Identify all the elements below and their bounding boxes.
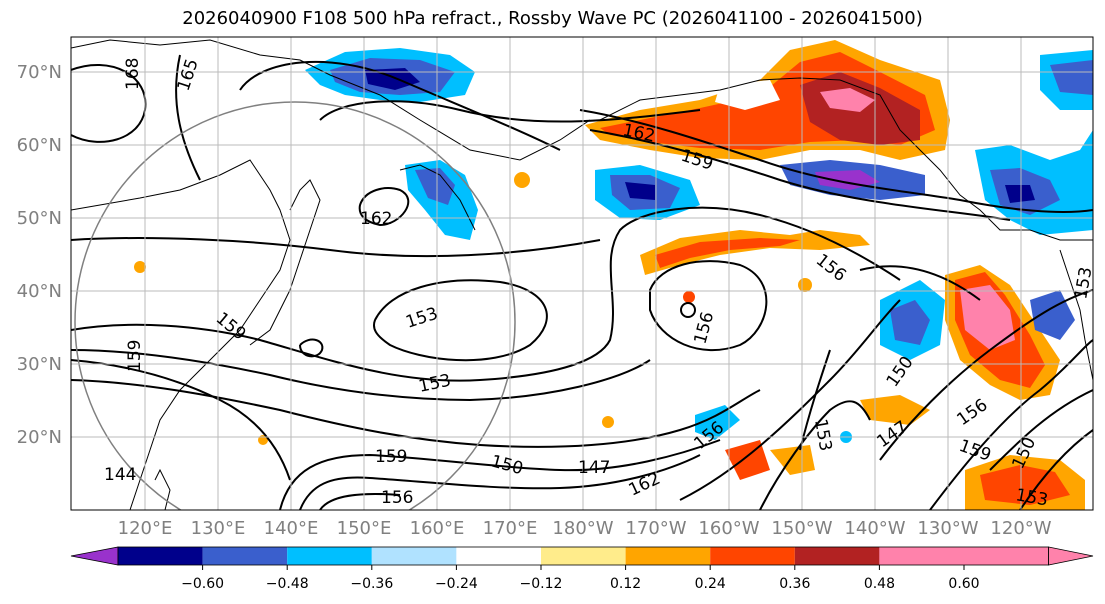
coastlines — [71, 39, 1093, 510]
graticule — [71, 37, 1093, 510]
contour-label: 159 — [125, 340, 145, 372]
lon-label: 150°E — [337, 518, 392, 539]
colorbar-label: −0.12 — [520, 576, 563, 592]
lat-label: 30°N — [17, 354, 62, 375]
colorbar: −0.60 −0.48 −0.36 −0.24 −0.12 0.12 0.24 … — [70, 546, 1094, 592]
colorbar-segment — [625, 547, 711, 565]
lon-label: 130°E — [191, 518, 246, 539]
colorbar-segment — [202, 547, 288, 565]
latitude-labels: 70°N 60°N 50°N 40°N 30°N 20°N — [17, 62, 62, 448]
colorbar-segment — [371, 547, 457, 565]
lon-label: 120°W — [990, 518, 1051, 539]
colorbar-segment — [964, 547, 1049, 565]
lon-label: 160°E — [410, 518, 465, 539]
contour-label: 159 — [375, 447, 407, 467]
contour-label: 162 — [360, 209, 392, 229]
colorbar-label: 0.36 — [779, 576, 810, 592]
colorbar-label: −0.24 — [435, 576, 478, 592]
lat-label: 50°N — [17, 208, 62, 229]
contours — [71, 54, 1093, 510]
colorbar-extend-left — [70, 546, 119, 566]
region-circle — [74, 101, 516, 510]
lon-label: 170°E — [483, 518, 538, 539]
colorbar-label: −0.48 — [266, 576, 309, 592]
colorbar-label: −0.60 — [181, 576, 224, 592]
lat-label: 70°N — [17, 62, 62, 83]
colorbar-segment — [541, 547, 626, 565]
colorbar-segment — [456, 547, 541, 565]
contour-label: 153 — [1014, 485, 1049, 510]
colorbar-label: 0.24 — [695, 576, 726, 592]
lon-label: 140°E — [264, 518, 319, 539]
lon-label: 150°W — [771, 518, 832, 539]
lon-label: 160°W — [698, 518, 759, 539]
colorbar-extend-right — [1048, 546, 1094, 566]
lon-label: 140°W — [844, 518, 905, 539]
colorbar-segment — [287, 547, 372, 565]
longitude-labels: 120°E 130°E 140°E 150°E 160°E 170°E 180°… — [118, 518, 1052, 539]
colorbar-label: 0.12 — [610, 576, 641, 592]
contour-label: 147 — [578, 458, 610, 478]
lon-label: 130°W — [917, 518, 978, 539]
lon-label: 180°W — [552, 518, 613, 539]
lat-label: 60°N — [17, 135, 62, 156]
contour-label: 153 — [1071, 265, 1096, 300]
contour-label: 168 — [123, 58, 143, 90]
lat-label: 40°N — [17, 281, 62, 302]
colorbar-segment — [118, 547, 203, 565]
colorbar-label: −0.36 — [350, 576, 393, 592]
colorbar-segment — [794, 547, 880, 565]
map-border — [70, 36, 1094, 511]
colorbar-segment — [710, 547, 795, 565]
contour-label: 156 — [381, 488, 413, 508]
lon-label: 170°W — [625, 518, 686, 539]
contour-label: 144 — [104, 465, 136, 485]
lat-label: 20°N — [17, 427, 62, 448]
colorbar-label: 0.60 — [948, 576, 979, 592]
map-title: 2026040900 F108 500 hPa refract., Rossby… — [182, 8, 923, 29]
colorbar-segment — [879, 547, 964, 565]
colorbar-label: 0.48 — [864, 576, 895, 592]
lon-label: 120°E — [118, 518, 173, 539]
